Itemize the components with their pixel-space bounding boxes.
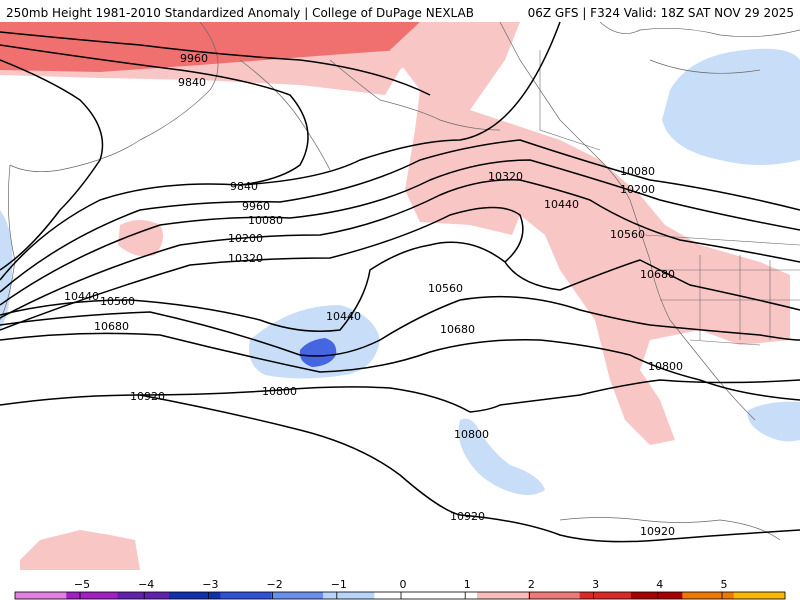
contour-label: 9960 xyxy=(242,200,270,213)
neg-anomaly-mexico xyxy=(747,401,800,442)
pos-anomaly-south xyxy=(20,530,140,570)
contour-label: 9840 xyxy=(178,76,206,89)
contour-label: 10920 xyxy=(640,525,675,538)
colorbar-swatch xyxy=(271,592,324,599)
contour-label: 10680 xyxy=(440,323,475,336)
colorbar-tick-label: 1 xyxy=(464,578,471,591)
contour-label: 10440 xyxy=(544,198,579,211)
contour-label: 10800 xyxy=(454,428,489,441)
height-contours xyxy=(0,21,800,543)
colorbar: −5 −4 −3 −2 −1 0 1 2 3 4 5 xyxy=(14,578,786,600)
colorbar-swatch xyxy=(374,592,427,599)
contour-label: 10560 xyxy=(610,228,645,241)
contour-label: 10560 xyxy=(428,282,463,295)
contour-label: 10320 xyxy=(228,252,263,265)
header-left-title: 250mb Height 1981-2010 Standardized Anom… xyxy=(6,6,474,20)
neg-anomaly-canada xyxy=(662,48,800,165)
colorbar-swatch xyxy=(117,592,170,599)
neg-anomaly-hawaii xyxy=(458,418,545,495)
colorbar-tick-label: 4 xyxy=(656,578,663,591)
neg-anomaly-strong-pacific-low xyxy=(299,338,337,367)
colorbar-tick-label: 5 xyxy=(721,578,728,591)
colorbar-swatch xyxy=(733,592,786,599)
plot-area: 9960 9840 9840 9960 10080 10200 10320 10… xyxy=(0,21,800,570)
colorbar-swatch xyxy=(323,592,375,599)
colorbar-tick-label: 0 xyxy=(400,578,407,591)
colorbar-swatch xyxy=(477,592,529,599)
contour-label: 9960 xyxy=(180,52,208,65)
contour-label: 10680 xyxy=(640,268,675,281)
contour-label: 10080 xyxy=(620,165,655,178)
neg-anomaly-west-edge xyxy=(0,210,13,330)
contour-label: 10560 xyxy=(100,295,135,308)
pos-anomaly-strong-north-pacific xyxy=(0,22,425,72)
colorbar-tick-label: −2 xyxy=(266,578,282,591)
colorbar-swatch xyxy=(631,592,683,599)
contour-label: 10680 xyxy=(94,320,129,333)
contour-label: 10200 xyxy=(228,232,263,245)
colorbar-tick-label: 2 xyxy=(528,578,535,591)
colorbar-swatch xyxy=(15,592,67,599)
contour-label: 10200 xyxy=(620,183,655,196)
contour-label: 10920 xyxy=(450,510,485,523)
contour-label: 9840 xyxy=(230,180,258,193)
colorbar-outline xyxy=(14,591,786,600)
header-right-valid-time: 06Z GFS | F324 Valid: 18Z SAT NOV 29 202… xyxy=(528,6,794,20)
colorbar-tick-label: −1 xyxy=(331,578,347,591)
colorbar-swatch xyxy=(425,592,478,599)
colorbar-tick-label: −3 xyxy=(202,578,218,591)
contour-label: 10440 xyxy=(64,290,99,303)
pos-anomaly-central-pacific xyxy=(118,220,164,257)
colorbar-swatch xyxy=(579,592,632,599)
contour-labels: 9960 9840 9840 9960 10080 10200 10320 10… xyxy=(64,52,683,538)
coastlines xyxy=(0,21,800,541)
contour-label: 10920 xyxy=(130,390,165,403)
colorbar-swatch xyxy=(682,592,735,599)
contour-label: 10440 xyxy=(326,310,361,323)
colorbar-tick-label: −5 xyxy=(74,578,90,591)
contour-label: 10800 xyxy=(262,385,297,398)
colorbar-swatch xyxy=(220,592,273,599)
colorbar-swatch xyxy=(528,592,581,599)
colorbar-swatch xyxy=(169,592,221,599)
colorbar-swatch xyxy=(66,592,119,599)
colorbar-tick-label: −4 xyxy=(138,578,154,591)
contour-label: 10320 xyxy=(488,170,523,183)
contour-label: 10080 xyxy=(248,214,283,227)
contour-label: 10800 xyxy=(648,360,683,373)
colorbar-tick-label: 3 xyxy=(592,578,599,591)
